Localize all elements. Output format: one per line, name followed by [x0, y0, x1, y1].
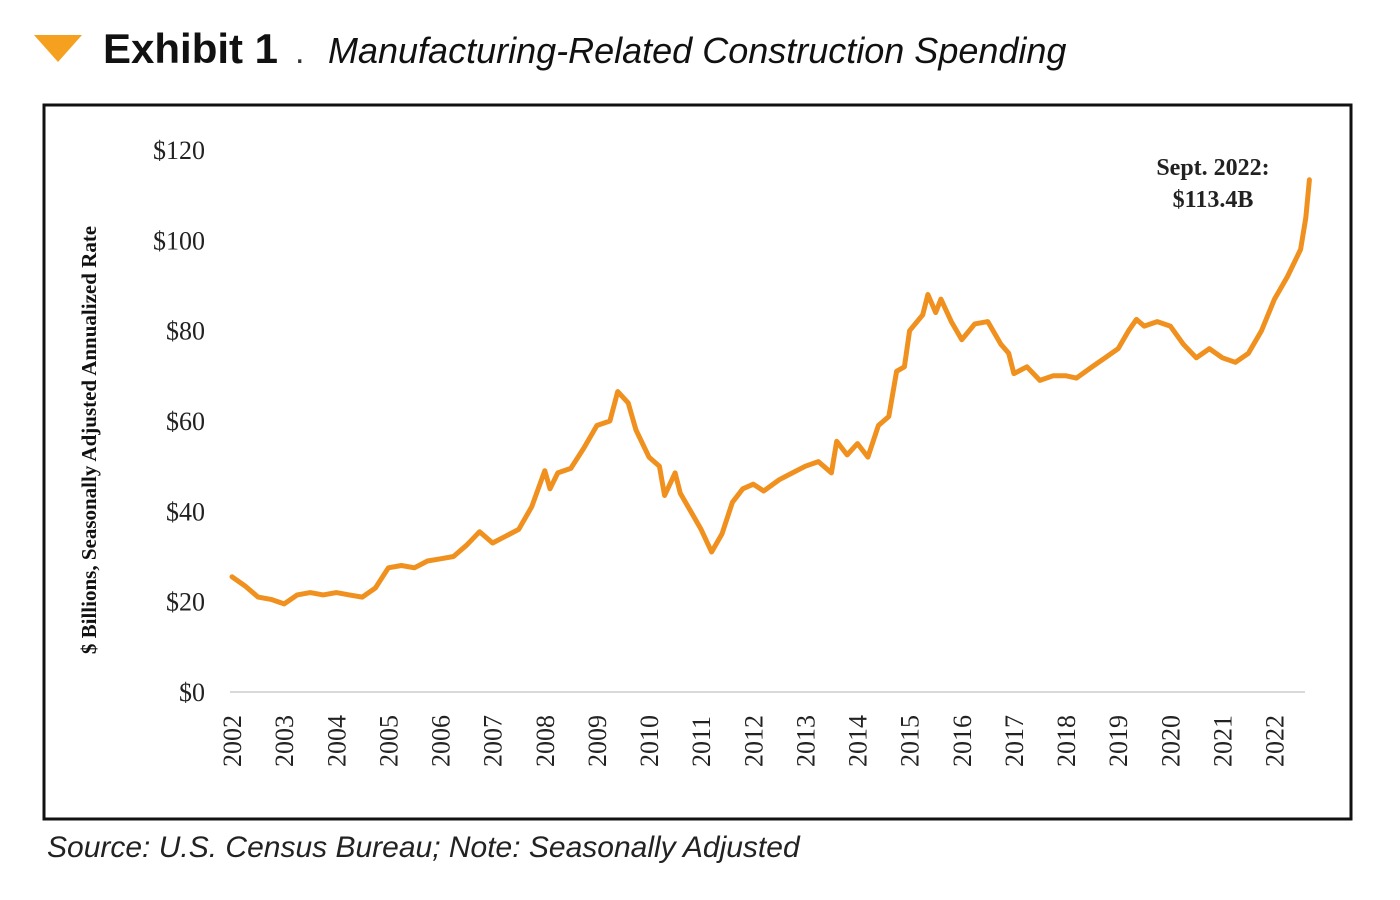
- x-tick-label: 2013: [791, 715, 820, 767]
- x-tick-label: 2022: [1261, 715, 1290, 767]
- data-line: [229, 177, 1312, 607]
- x-tick-label: 2020: [1156, 715, 1185, 767]
- x-tick-label: 2005: [374, 715, 403, 767]
- y-tick-label: $0: [179, 678, 205, 707]
- x-tick-label: 2010: [635, 715, 664, 767]
- annotation: Sept. 2022:: [1156, 155, 1269, 181]
- x-tick-label: 2011: [687, 716, 716, 767]
- x-tick-label: 2006: [427, 715, 456, 767]
- x-tick-label: 2003: [270, 715, 299, 767]
- x-tick-label: 2009: [583, 715, 612, 767]
- y-tick-label: $40: [166, 497, 205, 526]
- x-tick-label: 2021: [1208, 715, 1237, 767]
- x-tick-label: 2018: [1052, 715, 1081, 767]
- y-axis-label: $ Billions, Seasonally Adjusted Annualiz…: [77, 226, 101, 654]
- title-marker: [34, 35, 82, 62]
- source-note: Source: U.S. Census Bureau; Note: Season…: [47, 831, 801, 864]
- y-tick-label: $80: [166, 317, 205, 346]
- x-tick-label: 2002: [218, 715, 247, 767]
- y-tick-label: $60: [166, 407, 205, 436]
- x-tick-label: 2019: [1104, 715, 1133, 767]
- title-separator: .: [295, 33, 304, 71]
- annotation: $113.4B: [1173, 187, 1254, 213]
- exhibit-label: Exhibit 1: [103, 25, 278, 72]
- y-tick-label: $120: [153, 136, 205, 165]
- chart-title: Manufacturing-Related Construction Spend…: [328, 30, 1066, 71]
- x-tick-label: 2008: [531, 715, 560, 767]
- x-tick-label: 2004: [322, 715, 351, 767]
- x-tick-label: 2016: [948, 715, 977, 767]
- y-tick-label: $100: [153, 226, 205, 255]
- frame: [42, 103, 1353, 821]
- x-tick-label: 2012: [739, 715, 768, 767]
- x-tick-label: 2015: [896, 715, 925, 767]
- y-tick-label: $20: [166, 588, 205, 617]
- x-tick-label: 2014: [844, 715, 873, 767]
- x-tick-label: 2017: [1000, 715, 1029, 767]
- x-tick-label: 2007: [479, 715, 508, 767]
